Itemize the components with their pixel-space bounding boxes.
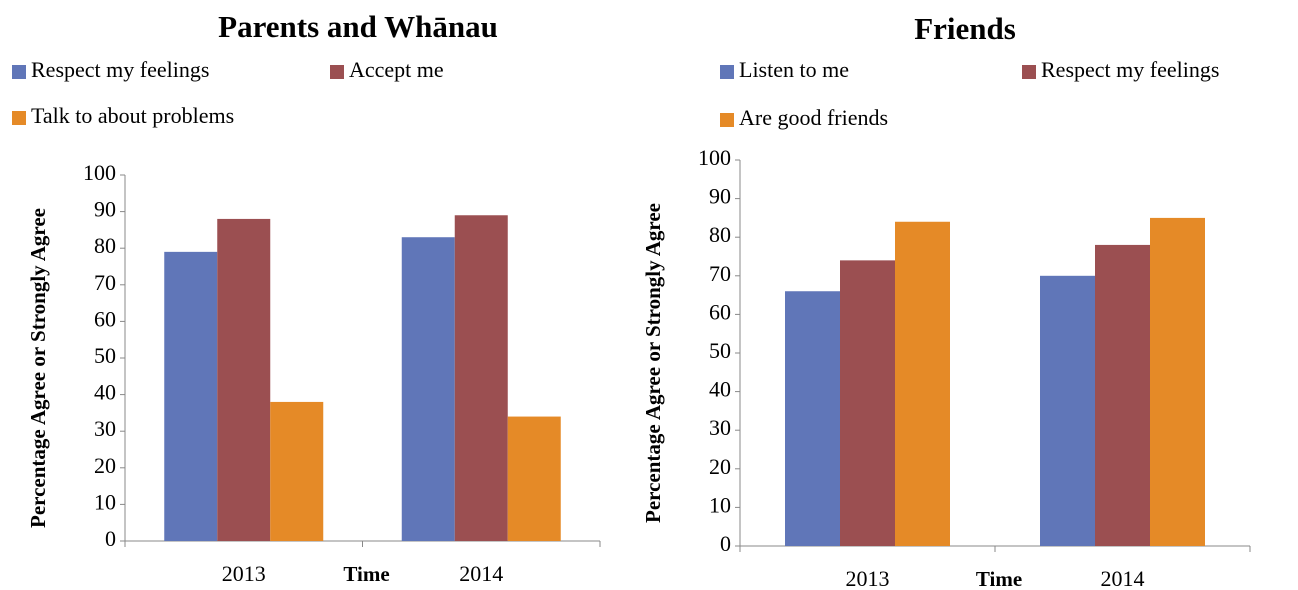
y-tick-label: 20 — [709, 454, 731, 479]
y-tick-label: 40 — [94, 380, 116, 405]
x-tick-label: 2014 — [1101, 566, 1145, 590]
legend-swatch — [12, 65, 26, 79]
x-axis-label: Time — [976, 567, 1022, 590]
bar — [164, 251, 218, 542]
bar — [785, 291, 840, 546]
legend-label: Listen to me — [739, 57, 849, 82]
bar — [840, 260, 895, 546]
y-tick-label: 40 — [709, 377, 731, 402]
y-tick-label: 80 — [709, 222, 731, 247]
y-tick-label: 70 — [709, 261, 731, 286]
bar — [507, 416, 561, 541]
legend-label: Respect my feelings — [31, 57, 209, 82]
y-axis-label: Percentage Agree or Strongly Agree — [641, 203, 665, 523]
y-tick-label: 80 — [94, 233, 116, 258]
bar — [1040, 275, 1095, 546]
y-tick-label: 10 — [709, 492, 731, 517]
legend-label: Talk to about problems — [31, 103, 234, 128]
bar — [454, 215, 508, 541]
y-tick-label: 30 — [94, 416, 116, 441]
legend-swatch — [1022, 65, 1036, 79]
legend-label: Respect my feelings — [1041, 57, 1219, 82]
chart-title: Parents and Whānau — [218, 9, 498, 44]
x-tick-label: 2013 — [222, 561, 266, 586]
bar — [217, 218, 271, 542]
y-tick-label: 100 — [83, 160, 116, 185]
y-axis-label: Percentage Agree or Strongly Agree — [26, 208, 50, 528]
bar — [1095, 244, 1150, 547]
y-tick-label: 70 — [94, 270, 116, 295]
y-tick-label: 20 — [94, 453, 116, 478]
bar — [401, 237, 455, 541]
y-tick-label: 0 — [105, 526, 116, 551]
legend-swatch — [720, 113, 734, 127]
bar — [895, 221, 950, 546]
legend-swatch — [720, 65, 734, 79]
bar — [1150, 217, 1205, 546]
y-tick-label: 60 — [94, 306, 116, 331]
y-tick-label: 90 — [709, 184, 731, 209]
x-tick-label: 2014 — [459, 561, 503, 586]
x-axis-label: Time — [343, 562, 389, 586]
y-tick-label: 90 — [94, 197, 116, 222]
y-tick-label: 10 — [94, 489, 116, 514]
x-tick-label: 2013 — [846, 566, 890, 590]
y-tick-label: 60 — [709, 299, 731, 324]
legend-label: Are good friends — [739, 105, 888, 130]
legend-label: Accept me — [349, 57, 444, 82]
y-tick-label: 50 — [94, 343, 116, 368]
legend-swatch — [330, 65, 344, 79]
y-tick-label: 30 — [709, 415, 731, 440]
bar — [270, 401, 324, 541]
legend-swatch — [12, 111, 26, 125]
y-tick-label: 100 — [698, 145, 731, 170]
chart-title: Friends — [914, 11, 1016, 46]
y-tick-label: 50 — [709, 338, 731, 363]
y-tick-label: 0 — [720, 531, 731, 556]
